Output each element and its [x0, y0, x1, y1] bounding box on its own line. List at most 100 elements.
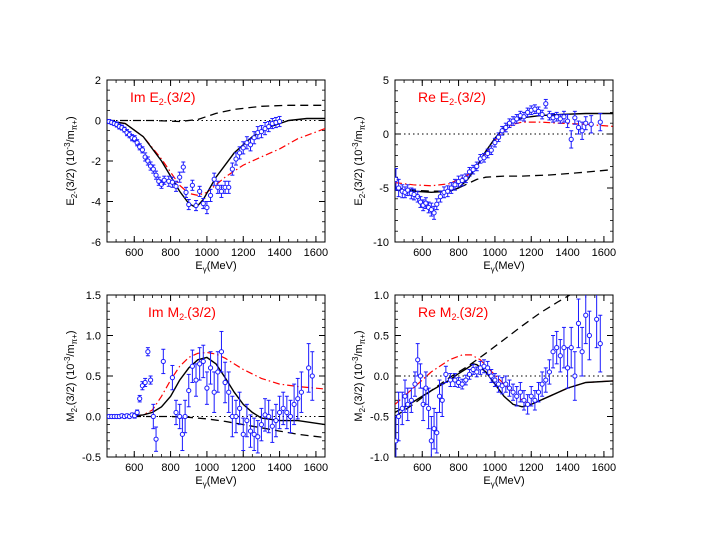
x-tick-label: 1400 — [555, 247, 579, 259]
point-marker — [514, 393, 520, 399]
point-marker — [402, 393, 408, 399]
data-point — [139, 381, 146, 391]
data-point — [575, 298, 582, 349]
data-point — [550, 335, 556, 369]
data-point — [247, 414, 254, 448]
point-marker — [525, 109, 531, 116]
data-point — [237, 146, 243, 160]
point-marker — [452, 182, 458, 188]
data-point — [510, 383, 516, 401]
data-point — [150, 403, 156, 430]
point-marker — [586, 332, 592, 339]
series-dashed-curve — [107, 415, 325, 439]
point-marker — [517, 389, 523, 395]
data-point — [499, 377, 505, 395]
data-point — [229, 162, 235, 176]
point-marker — [306, 365, 312, 371]
point-marker — [594, 316, 600, 322]
series-dashdot-curve — [107, 119, 325, 197]
y-tick-label: -10 — [373, 237, 389, 249]
point-marker — [150, 166, 156, 172]
data-point — [445, 185, 451, 198]
point-marker — [439, 397, 445, 403]
point-marker — [173, 183, 179, 189]
point-marker — [535, 389, 542, 395]
data-point — [543, 98, 549, 109]
point-marker — [189, 182, 195, 188]
x-tick-label: 1000 — [195, 247, 219, 259]
point-marker — [251, 431, 257, 437]
point-marker — [240, 431, 246, 437]
point-marker — [535, 108, 542, 114]
data-point — [306, 343, 312, 393]
y-tick-label: -6 — [91, 237, 101, 249]
data-point — [506, 118, 513, 129]
data-point — [463, 173, 469, 184]
point-marker — [539, 111, 545, 118]
x-tick-label: 1200 — [519, 247, 543, 259]
point-marker — [266, 413, 272, 420]
data-point — [539, 371, 545, 397]
point-marker — [445, 188, 451, 194]
series-dashdot-curve — [395, 354, 613, 406]
series-dashed-curve — [395, 168, 613, 192]
point-marker — [564, 365, 571, 371]
point-marker — [193, 202, 199, 209]
data-point — [539, 109, 545, 120]
point-marker — [550, 349, 556, 355]
point-marker — [405, 401, 411, 407]
data-point — [579, 326, 585, 377]
point-marker — [499, 128, 505, 134]
point-marker — [448, 185, 454, 191]
data-point — [437, 190, 444, 203]
data-point — [434, 411, 440, 454]
data-point — [488, 145, 494, 156]
x-tick-label: 800 — [449, 462, 467, 474]
point-marker — [207, 192, 214, 199]
point-marker — [525, 401, 531, 407]
data-point — [492, 373, 498, 388]
point-marker — [561, 114, 567, 120]
data-point — [510, 116, 516, 126]
data-point — [568, 130, 574, 149]
point-marker — [575, 124, 582, 131]
point-marker — [557, 116, 563, 122]
data-point — [448, 182, 454, 194]
point-marker — [211, 389, 217, 395]
data-point — [532, 104, 538, 114]
data-point — [402, 186, 408, 199]
point-marker — [561, 345, 567, 351]
point-marker — [197, 361, 203, 367]
data-point — [395, 416, 399, 457]
data-point — [572, 351, 578, 401]
point-marker — [244, 417, 250, 424]
y-axis-label: M2-(3/2) (10-3/mπ+) — [351, 330, 367, 421]
series-dashdot-curve — [107, 351, 325, 418]
point-marker — [153, 436, 159, 442]
point-marker — [229, 166, 235, 172]
x-tick-label: 600 — [413, 247, 431, 259]
point-marker — [597, 119, 603, 125]
data-point — [222, 361, 228, 404]
point-marker — [466, 169, 473, 175]
point-marker — [431, 426, 437, 432]
point-marker — [287, 413, 294, 420]
point-marker — [503, 124, 509, 131]
panel-title: Im M2-(3/2) — [148, 304, 216, 322]
data-point — [415, 343, 421, 377]
data-point — [408, 387, 414, 413]
data-point — [215, 351, 221, 393]
point-marker — [597, 341, 603, 347]
y-tick-label: 5 — [383, 75, 389, 87]
point-marker — [412, 381, 418, 387]
point-marker — [179, 431, 185, 437]
point-marker — [247, 428, 254, 434]
point-marker — [396, 185, 402, 191]
data-point — [485, 360, 491, 375]
point-marker — [510, 118, 516, 124]
data-point — [298, 371, 304, 413]
point-marker — [399, 405, 405, 411]
point-marker — [226, 184, 232, 190]
data-point — [597, 314, 603, 373]
point-marker — [415, 357, 421, 363]
